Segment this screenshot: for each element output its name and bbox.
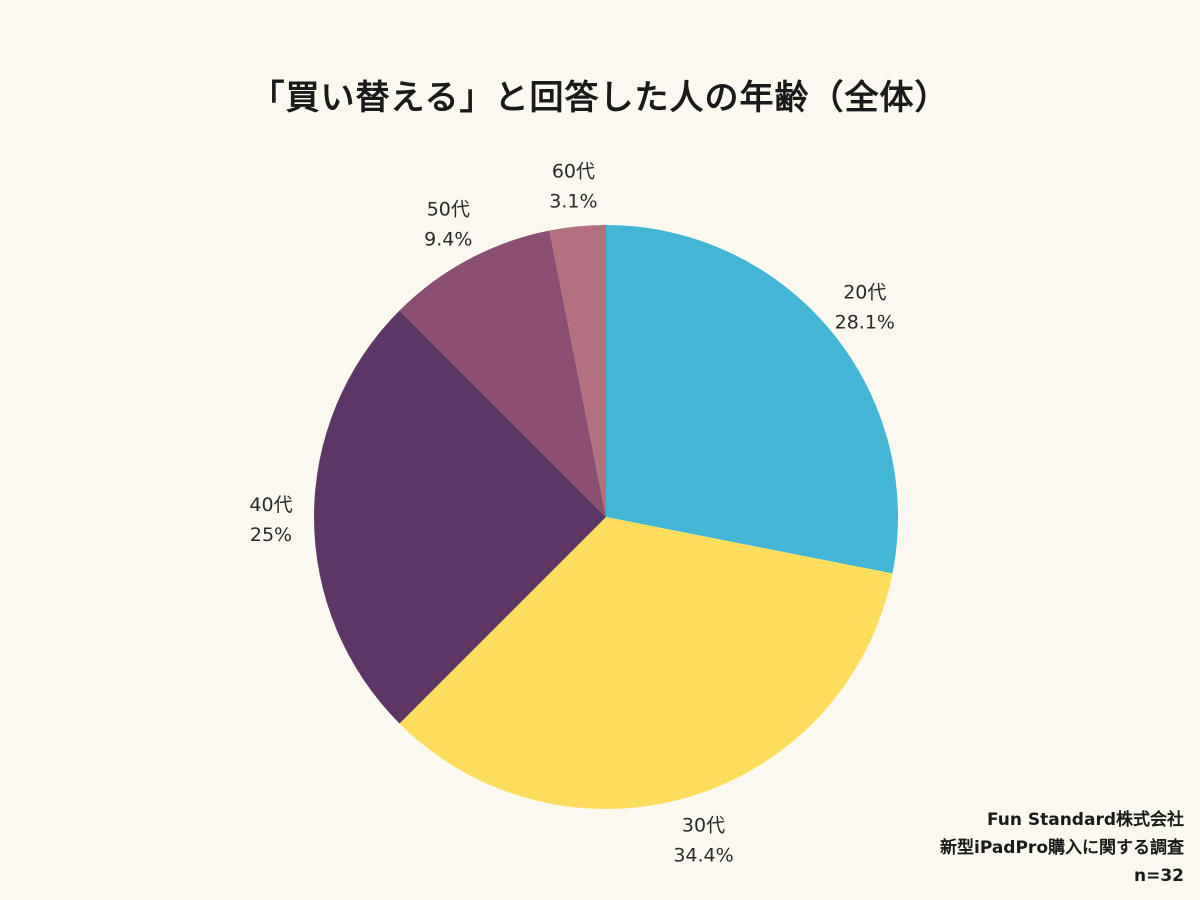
slice-percent-2: 25%	[250, 524, 292, 546]
slice-percent-3: 9.4%	[424, 228, 472, 250]
footer-sample: n=32	[1133, 866, 1184, 886]
slice-label-0: 20代	[843, 281, 886, 303]
slice-percent-1: 34.4%	[673, 844, 733, 866]
slice-percent-4: 3.1%	[549, 191, 597, 213]
slice-label-1: 30代	[682, 814, 725, 836]
slice-label-4: 60代	[552, 161, 595, 183]
pie-slice-3	[399, 230, 606, 517]
chart-title: 「買い替える」と回答した人の年齢（全体）	[250, 78, 950, 118]
pie-slice-2	[314, 310, 606, 724]
pie-slice-0	[606, 225, 898, 574]
pie-slice-4	[549, 225, 606, 517]
pie-slice-1	[399, 517, 893, 809]
slice-label-3: 50代	[427, 198, 470, 220]
footer: Fun Standard株式会社 新型iPadPro購入に関する調査 n=32	[940, 806, 1184, 890]
footer-company: Fun Standard株式会社	[986, 810, 1184, 830]
slice-percent-0: 28.1%	[835, 311, 895, 333]
footer-survey: 新型iPadPro購入に関する調査	[940, 838, 1184, 858]
slice-label-2: 40代	[249, 494, 292, 516]
